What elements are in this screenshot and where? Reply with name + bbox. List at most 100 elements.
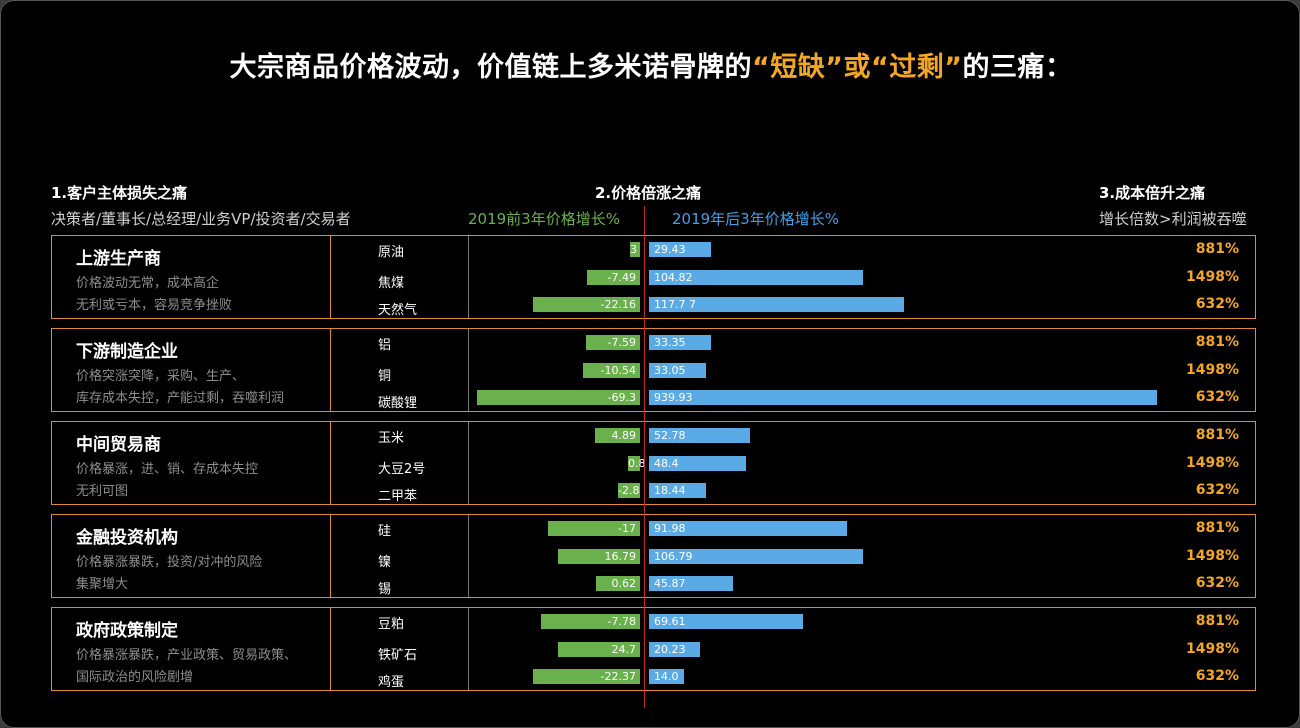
group-description-line: 价格暴涨，进、销、存成本失控: [76, 462, 259, 477]
commodity-name: 铁矿石: [378, 648, 418, 663]
group-description-line: 无利可图: [76, 484, 129, 499]
group-description-line: 价格突涨突降，采购、生产、: [76, 369, 246, 384]
bar-after-2019: 939.93: [649, 390, 1157, 405]
bar-after-2019: 14.0: [649, 669, 684, 684]
group-name: 下游制造企业: [76, 342, 178, 362]
group-divider: [468, 422, 469, 504]
group-divider: [330, 329, 331, 411]
bar-before-2019: 0.62: [596, 576, 640, 591]
bar-before-2019: -22.16: [533, 297, 640, 312]
group-box: 下游制造企业价格突涨突降，采购、生产、库存成本失控，产能过剩，吞噬利润: [51, 328, 1256, 412]
cost-multiplier-value: 1498%: [1186, 362, 1239, 378]
bar-before-2019: -7.49: [587, 270, 640, 285]
col2-header: 2.价格倍涨之痛: [595, 184, 702, 202]
bar-before-2019: 0.8: [628, 456, 646, 471]
group-name: 上游生产商: [76, 249, 161, 269]
commodity-name: 锡: [378, 582, 392, 597]
cost-multiplier-value: 1498%: [1186, 641, 1239, 657]
page-title: 大宗商品价格波动，价值链上多米诺骨牌的“短缺”或“过剩”的三痛：: [1, 45, 1299, 84]
bar-after-2019: 29.43: [649, 242, 711, 257]
cost-multiplier-value: 881%: [1195, 613, 1239, 629]
cost-multiplier-value: 881%: [1195, 334, 1239, 350]
zero-axis-line: [644, 206, 645, 708]
cost-multiplier-value: 1498%: [1186, 269, 1239, 285]
cost-multiplier-value: 632%: [1195, 296, 1239, 312]
group-description-line: 库存成本失控，产能过剩，吞噬利润: [76, 391, 285, 406]
bar-after-2019: 117.7 7: [649, 297, 904, 312]
bar-before-2019: -22.37: [533, 669, 640, 684]
bar-before-2019: 3: [630, 242, 640, 257]
group-description-line: 价格暴涨暴跌，投资/对冲的风险: [76, 555, 263, 570]
title-main: 大宗商品价格波动，价值链上多米诺骨牌的: [229, 52, 752, 83]
bar-before-2019: -17: [548, 521, 640, 536]
bar-before-2019: -10.54: [583, 363, 640, 378]
bar-after-2019: 33.05: [649, 363, 706, 378]
bar-before-2019: -69.3: [477, 390, 640, 405]
commodity-name: 焦煤: [378, 276, 405, 291]
cost-multiplier-value: 1498%: [1186, 455, 1239, 471]
cost-multiplier-value: 632%: [1195, 575, 1239, 591]
commodity-name: 铝: [378, 338, 392, 353]
group-divider: [330, 236, 331, 318]
group-divider: [468, 236, 469, 318]
cost-multiplier-value: 1498%: [1186, 548, 1239, 564]
commodity-name: 铜: [378, 369, 392, 384]
bar-after-2019: 48.4: [649, 456, 746, 471]
group-divider: [468, 329, 469, 411]
bar-before-2019: -7.59: [586, 335, 640, 350]
group-name: 政府政策制定: [76, 621, 178, 641]
commodity-name: 大豆2号: [378, 462, 426, 477]
col1-header: 1.客户主体损失之痛: [51, 184, 188, 202]
bar-before-2019: -2.8: [618, 483, 640, 498]
bar-before-2019: 4.89: [595, 428, 640, 443]
title-highlight: “短缺”或“过剩”: [752, 52, 963, 83]
bar-after-2019: 106.79: [649, 549, 863, 564]
bar-after-2019: 69.61: [649, 614, 803, 629]
bar-after-2019: 33.35: [649, 335, 711, 350]
commodity-name: 原油: [378, 245, 405, 260]
bar-before-2019: -7.78: [541, 614, 640, 629]
commodity-name: 碳酸锂: [378, 396, 418, 411]
group-box: 金融投资机构价格暴涨暴跌，投资/对冲的风险 集聚增大: [51, 514, 1256, 598]
group-description-line: 价格波动无常，成本高企: [76, 276, 220, 291]
group-divider: [330, 422, 331, 504]
cost-multiplier-value: 632%: [1195, 482, 1239, 498]
group-description-line: 集聚增大: [76, 577, 129, 592]
title-end: 的三痛：: [962, 52, 1073, 83]
group-box: 政府政策制定价格暴涨暴跌，产业政策、贸易政策、 国际政治的风险剧增: [51, 607, 1256, 691]
commodity-name: 镍: [378, 555, 392, 570]
col3-header: 3.成本倍升之痛: [1099, 184, 1206, 202]
cost-multiplier-value: 632%: [1195, 389, 1239, 405]
group-divider: [330, 608, 331, 690]
commodity-name: 二甲苯: [378, 489, 418, 504]
group-name: 金融投资机构: [76, 528, 178, 548]
bar-after-2019: 18.44: [649, 483, 706, 498]
cost-multiplier-value: 881%: [1195, 427, 1239, 443]
commodity-name: 天然气: [378, 303, 418, 318]
col3-subtitle: 增长倍数>利润被吞噬: [1099, 210, 1247, 228]
group-box: 中间贸易商价格暴涨，进、销、存成本失控 无利可图: [51, 421, 1256, 505]
bar-before-2019: 16.79: [558, 549, 640, 564]
cost-multiplier-value: 881%: [1195, 241, 1239, 257]
group-divider: [468, 515, 469, 597]
commodity-name: 硅: [378, 524, 392, 539]
bar-after-2019: 91.98: [649, 521, 847, 536]
col1-subtitle: 决策者/董事长/总经理/业务VP/投资者/交易者: [51, 210, 351, 228]
bar-after-2019: 20.23: [649, 642, 700, 657]
bar-after-2019: 45.87: [649, 576, 733, 591]
bar-before-2019: 24.7: [558, 642, 640, 657]
col2-right-subtitle: 2019年后3年价格增长%: [672, 210, 839, 228]
cost-multiplier-value: 632%: [1195, 668, 1239, 684]
commodity-name: 玉米: [378, 431, 405, 446]
bar-after-2019: 104.82: [649, 270, 863, 285]
commodity-name: 鸡蛋: [378, 675, 405, 690]
cost-multiplier-value: 881%: [1195, 520, 1239, 536]
group-description-line: 价格暴涨暴跌，产业政策、贸易政策、: [76, 648, 298, 663]
commodity-name: 豆粕: [378, 617, 405, 632]
group-box: 上游生产商价格波动无常，成本高企 无利或亏本，容易竞争挫败: [51, 235, 1256, 319]
bar-after-2019: 52.78: [649, 428, 750, 443]
group-description-line: 无利或亏本，容易竞争挫败: [76, 298, 233, 313]
group-description-line: 国际政治的风险剧增: [76, 670, 194, 685]
group-name: 中间贸易商: [76, 435, 161, 455]
